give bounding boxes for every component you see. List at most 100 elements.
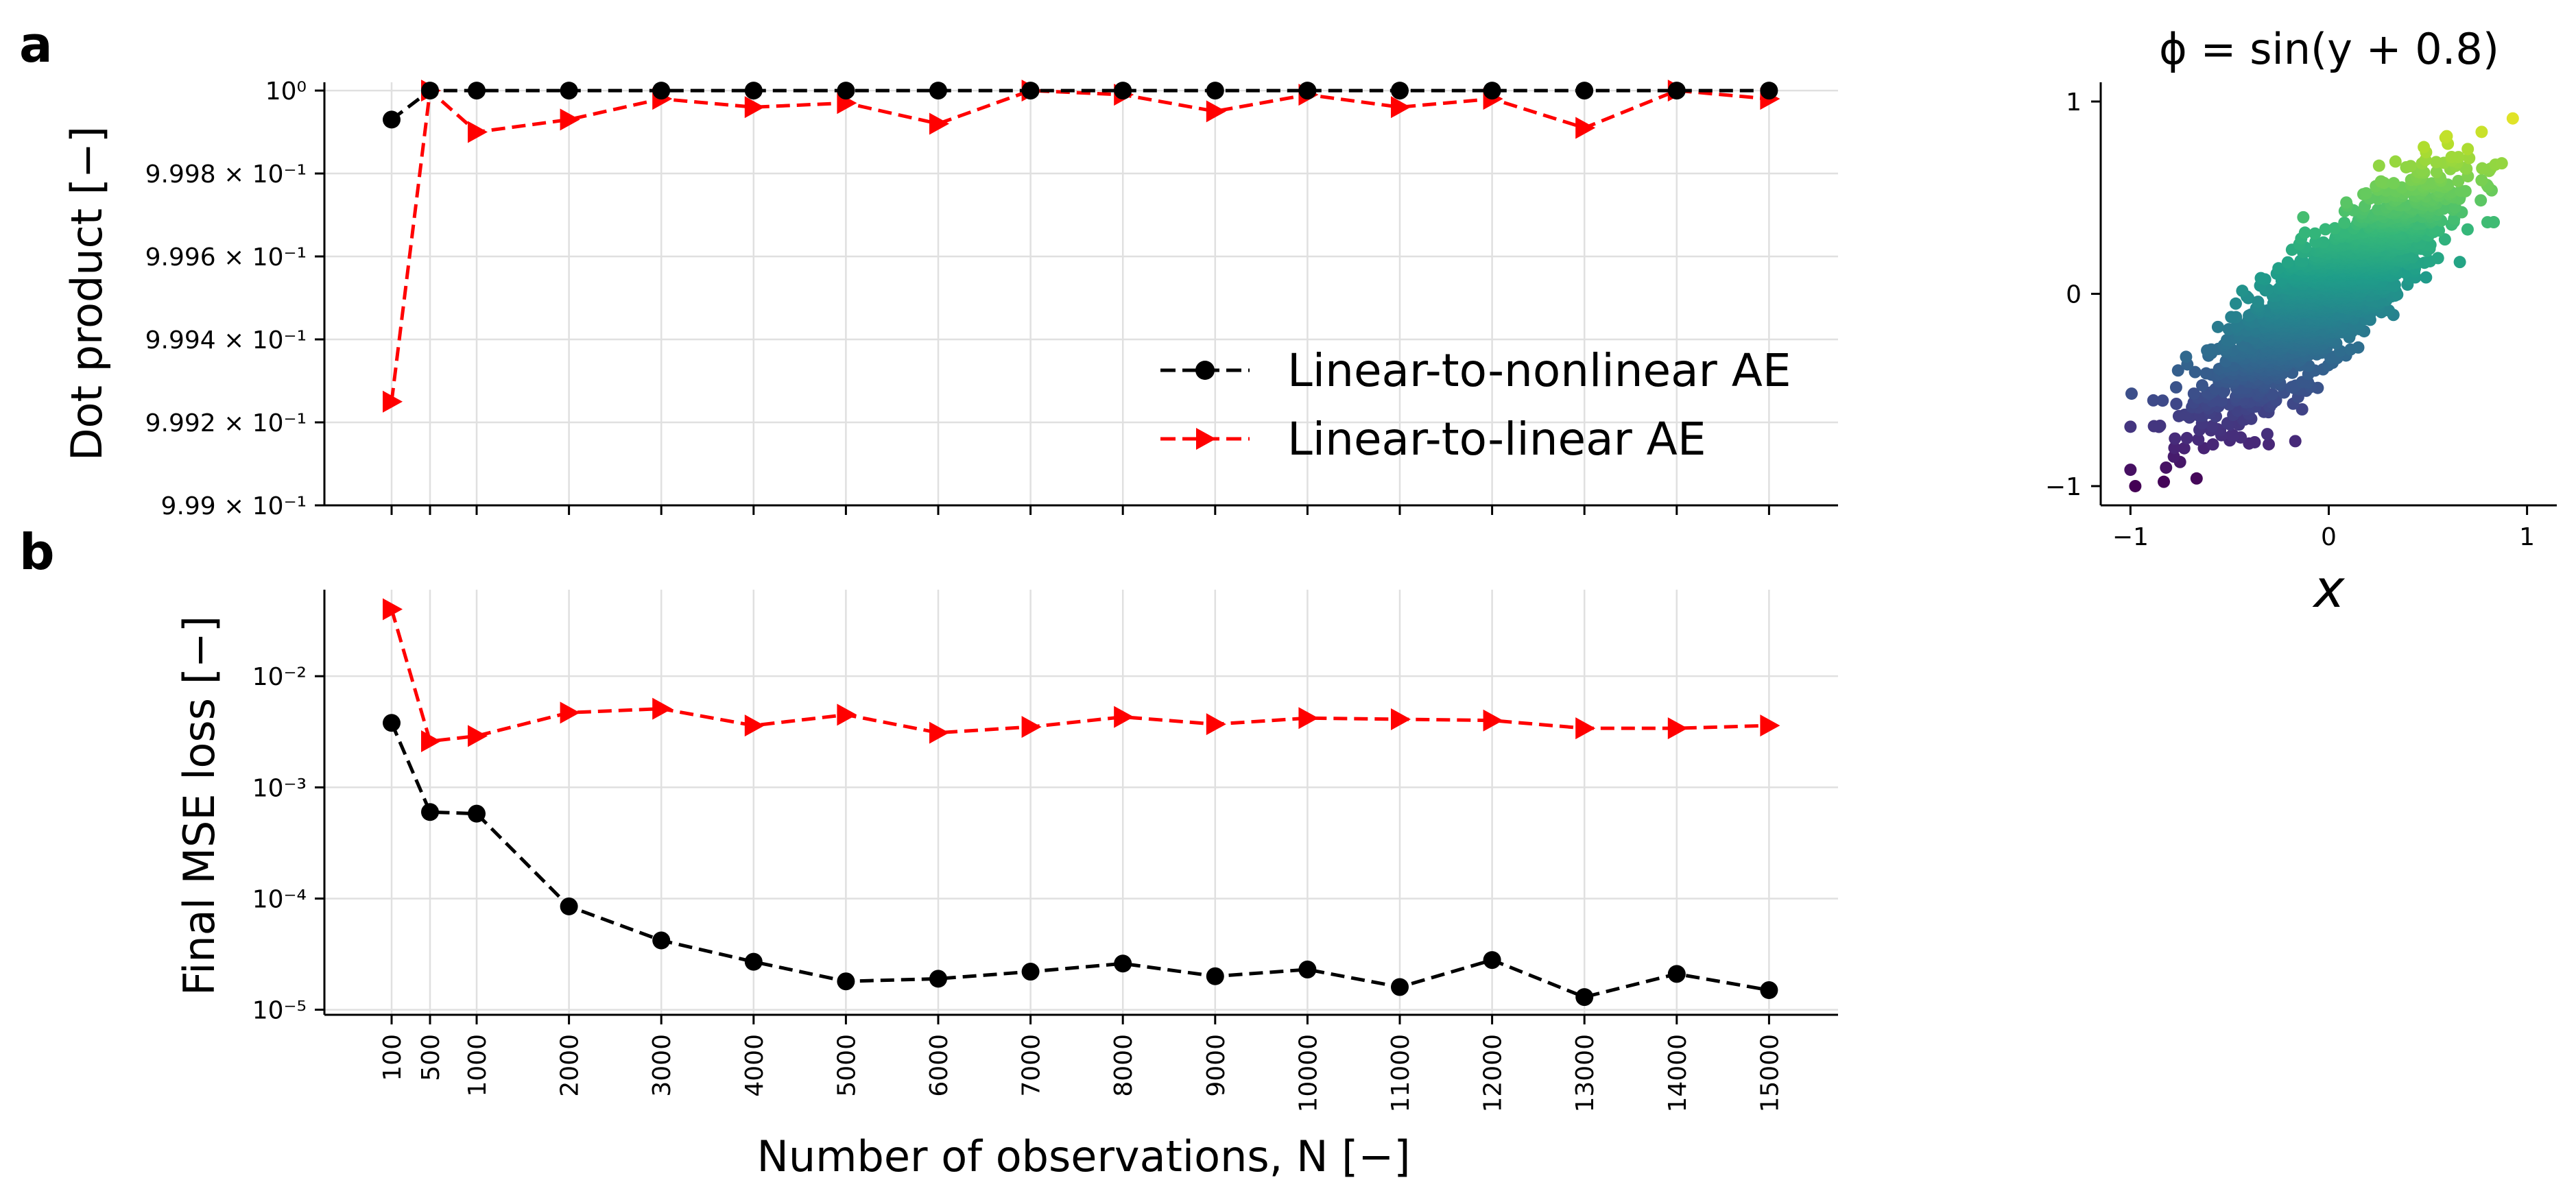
scatter-point <box>2170 397 2183 410</box>
scatter-point <box>2229 297 2242 310</box>
scatter-point <box>2180 350 2193 363</box>
scatter-point <box>2254 272 2267 285</box>
panel-label-b: b <box>19 523 55 581</box>
x-ticks-a <box>390 505 1770 515</box>
scatter-point <box>2418 141 2431 154</box>
data-point-linear <box>421 730 441 753</box>
data-point-linear <box>560 108 580 131</box>
scatter-points <box>2124 112 2519 492</box>
scatter-point <box>2124 464 2137 477</box>
data-point-nonlinear <box>837 972 855 991</box>
scatter-point <box>2180 431 2193 444</box>
legend-label-nonlinear: Linear-to-nonlinear AE <box>1287 344 1791 397</box>
scatter-point <box>2187 387 2200 400</box>
data-point-nonlinear <box>383 714 401 732</box>
scatter-point <box>2297 211 2310 224</box>
dot-product-chart: 10⁰ 9.998 × 10⁻¹ 9.996 × 10⁻¹ 9.994 × 10⁻¹ 9… <box>62 77 1838 520</box>
scatter-point <box>2461 143 2474 156</box>
data-point-linear <box>1667 717 1688 740</box>
scatter-point <box>2340 196 2353 209</box>
data-point-nonlinear <box>1483 82 1501 100</box>
x-tick-label: 6000 <box>925 1034 953 1097</box>
scatter-point <box>2488 216 2501 229</box>
data-point-linear <box>1021 716 1042 738</box>
scatter-point <box>2495 157 2508 170</box>
scatter-point <box>2211 320 2224 333</box>
scatter-point <box>2430 165 2443 178</box>
data-point-nonlinear <box>744 952 763 971</box>
scatter-point <box>2440 130 2453 143</box>
x-axis-label-c: x <box>2313 558 2346 619</box>
scatter-point <box>2389 155 2402 168</box>
data-point-nonlinear <box>383 110 401 129</box>
data-point-nonlinear <box>1667 82 1686 100</box>
y-tick-label: 9.994 × 10⁻¹ <box>145 326 307 354</box>
scatter-point <box>2189 365 2202 378</box>
data-point-nonlinear <box>1114 954 1132 973</box>
data-point-linear <box>560 701 580 724</box>
y-tick-label: 9.992 × 10⁻¹ <box>145 409 307 437</box>
x-tick-label: 13000 <box>1571 1034 1599 1113</box>
x-tick-label: 2000 <box>556 1034 584 1097</box>
scatter-point <box>2359 187 2372 200</box>
scatter-point <box>2226 429 2239 442</box>
scatter-point <box>2169 432 2182 445</box>
data-point-nonlinear <box>1206 967 1224 985</box>
data-point-nonlinear <box>929 970 947 988</box>
data-point-linear <box>1575 717 1596 740</box>
scatter-point <box>2206 438 2219 451</box>
ticks-c: −1 0 1 −1 0 1 <box>2045 88 2535 551</box>
data-point-nonlinear <box>652 82 671 100</box>
scatter-point <box>2338 216 2351 229</box>
data-point-nonlinear <box>1298 82 1317 100</box>
data-point-nonlinear <box>421 803 439 821</box>
data-point-linear <box>1575 117 1596 139</box>
data-point-linear <box>929 721 949 744</box>
data-point-nonlinear <box>837 82 855 100</box>
scatter-point <box>2476 162 2489 175</box>
scatter-point <box>2160 461 2173 474</box>
y-axis-label-a: Dot product [−] <box>62 126 112 461</box>
data-point-nonlinear <box>468 82 486 100</box>
data-point-linear <box>1206 713 1226 736</box>
data-point-nonlinear <box>1760 981 1778 1000</box>
legend-marker-linear <box>1196 428 1216 450</box>
scatter-point <box>2454 184 2467 197</box>
scatter-point <box>2328 221 2341 235</box>
y-tick-label: 10⁻² <box>252 663 307 691</box>
scatter-point <box>2199 367 2213 380</box>
scatter-point <box>2252 296 2265 309</box>
scatter-point <box>2169 381 2182 394</box>
data-point-nonlinear <box>560 897 578 915</box>
series-line-linear <box>390 87 1769 402</box>
series-b <box>383 598 1780 1007</box>
data-point-linear <box>837 704 857 726</box>
data-point-nonlinear <box>1391 82 1409 100</box>
x-tick-label: 11000 <box>1387 1034 1415 1113</box>
scatter-point <box>2453 256 2466 269</box>
scatter-point <box>2272 262 2285 275</box>
scatter-point <box>2225 311 2238 324</box>
data-point-linear <box>383 598 403 621</box>
scatter-chart: ϕ = sin(y + 0.8) −1 0 1 −1 0 1 x <box>2045 24 2557 619</box>
scatter-point <box>2248 435 2261 448</box>
y-tick-label: 0 <box>2066 281 2082 309</box>
scatter-point <box>2156 394 2169 407</box>
x-tick-label: 7000 <box>1018 1034 1046 1097</box>
scatter-point <box>2261 428 2274 441</box>
scatter-point <box>2387 177 2400 190</box>
panel-label-a: a <box>19 16 53 73</box>
scatter-point <box>2372 159 2385 172</box>
data-point-nonlinear <box>744 82 763 100</box>
y-tick-label: 10⁰ <box>265 77 307 106</box>
scatter-point <box>2192 433 2205 446</box>
scatter-point <box>2431 252 2444 265</box>
scatter-point <box>2147 394 2160 407</box>
scatter-point <box>2178 442 2191 455</box>
scatter-point <box>2158 475 2171 488</box>
scatter-point <box>2263 437 2276 450</box>
scatter-point <box>2475 173 2488 187</box>
mse-loss-chart: 10⁻² 10⁻³ 10⁻⁴ 10⁻⁵ 100 500 1000 2000 3000 4000 5… <box>174 590 1838 1181</box>
data-point-linear <box>1391 96 1411 119</box>
x-tick-label: 14000 <box>1664 1034 1692 1113</box>
